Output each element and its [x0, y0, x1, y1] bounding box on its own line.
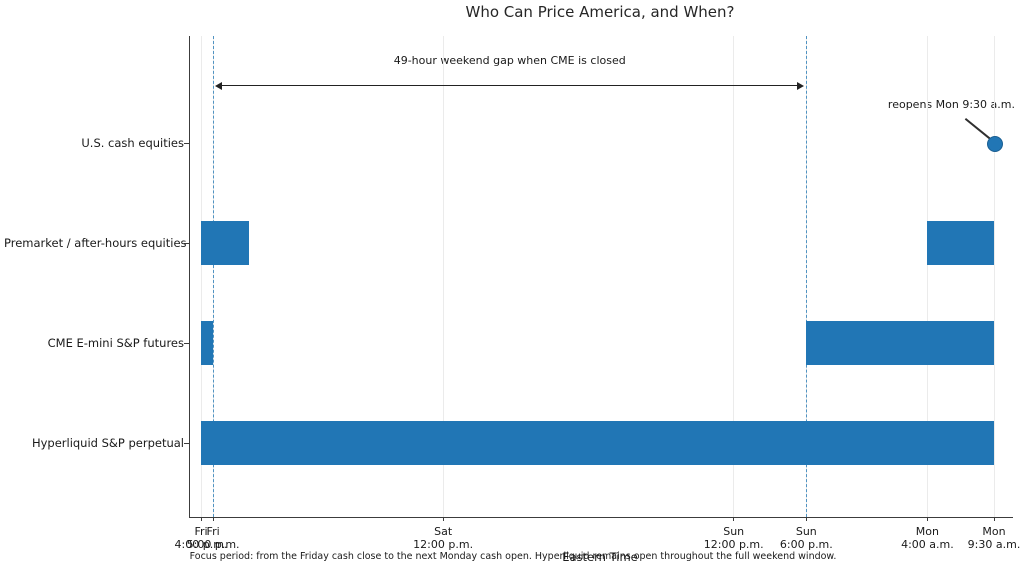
x-axis-tick: [805, 517, 807, 521]
x-tick-label: Fri 5:00 p.m.: [186, 525, 240, 551]
x-axis-label: Eastern Time: [562, 550, 638, 564]
y-axis-tick: [184, 142, 189, 144]
plot-area: 49-hour weekend gap when CME is closed r…: [175, 36, 1020, 551]
bar-segment: [806, 321, 994, 365]
gap-arrow-head-left: [215, 81, 223, 90]
x-tick-label: Sun 6:00 p.m.: [779, 525, 833, 551]
bar-segment: [201, 221, 250, 265]
gridline: [733, 36, 735, 517]
bar-segment: [201, 321, 214, 365]
reopen-annotation-label: reopens Mon 9:30 a.m.: [887, 98, 1015, 111]
x-tick-label: Sun 12:00 p.m.: [703, 525, 764, 551]
y-axis-tick: [184, 342, 189, 344]
row-label: Hyperliquid S&P perpetual: [31, 436, 184, 450]
x-tick-label-time: 12:00 p.m.: [413, 538, 474, 551]
x-tick-label: Mon 4:00 a.m.: [901, 525, 954, 551]
gridline: [442, 36, 444, 517]
row-label: Premarket / after-hours equities: [4, 236, 187, 250]
x-tick-label: Mon 9:30 a.m.: [967, 525, 1021, 551]
gridline: [926, 36, 928, 517]
gap-arrow-line: [221, 85, 799, 86]
x-axis-tick: [733, 517, 735, 521]
bar-segment: [201, 421, 994, 465]
y-axis-tick: [184, 442, 189, 444]
reopen-marker-dot: [987, 136, 1003, 152]
x-tick-label: Fri 4:00 p.m.: [174, 525, 228, 551]
x-tick-label-time: 5:00 p.m.: [186, 538, 240, 551]
x-axis-tick: [926, 517, 928, 521]
x-tick-label-time: 4:00 p.m.: [174, 538, 228, 551]
bar-segment: [927, 221, 994, 265]
gridline: [993, 36, 995, 517]
row-label: CME E-mini S&P futures: [47, 336, 184, 350]
gap-arrow-head-right: [797, 81, 805, 90]
x-tick-label: Sat 12:00 p.m.: [413, 525, 474, 551]
figure-caption: Focus period: from the Friday cash close…: [189, 551, 837, 562]
x-axis-tick: [212, 517, 214, 521]
gap-annotation-label: 49-hour weekend gap when CME is closed: [393, 54, 626, 67]
x-tick-label-time: 6:00 p.m.: [779, 538, 833, 551]
gridline: [200, 36, 202, 517]
x-axis-tick: [993, 517, 995, 521]
x-tick-label-time: 12:00 p.m.: [703, 538, 764, 551]
x-axis-tick: [200, 517, 202, 521]
chart-title: Who Can Price America, and When?: [465, 3, 735, 21]
dashed-guide-line: [806, 36, 808, 517]
x-tick-label-time: 9:30 a.m.: [967, 538, 1021, 551]
row-label: U.S. cash equities: [81, 136, 184, 150]
x-axis-tick: [442, 517, 444, 521]
y-axis-tick: [184, 242, 189, 244]
x-tick-label-time: 4:00 a.m.: [901, 538, 954, 551]
dashed-guide-line: [213, 36, 215, 517]
